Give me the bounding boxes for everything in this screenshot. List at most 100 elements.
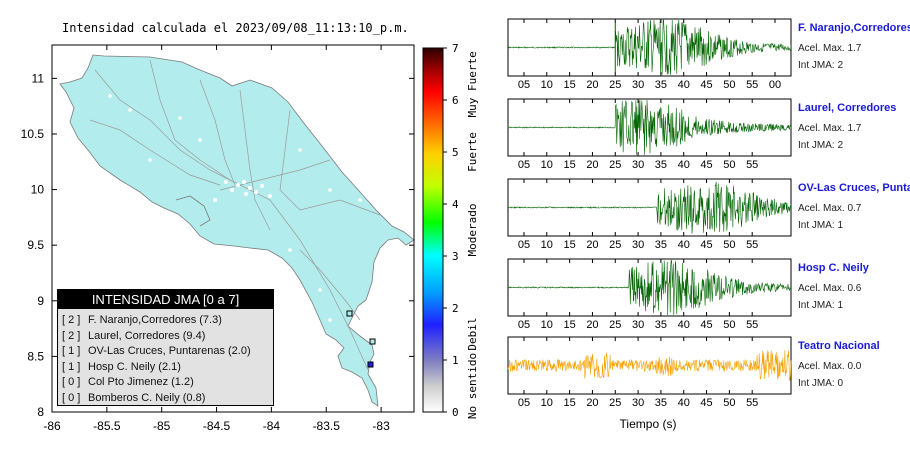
intensity-colorbar — [422, 47, 444, 413]
colorbar-tick-label: 5 — [452, 146, 459, 159]
station-max-acceleration: Acel. Max. 1.7 — [798, 123, 862, 134]
trace-x-tick-label: 25 — [609, 159, 621, 171]
colorbar-tick-label: 7 — [452, 42, 459, 55]
trace-x-tick-label: 15 — [563, 239, 575, 251]
station-name: Hosp C. Neily — [798, 262, 869, 274]
trace-x-tick-label: 50 — [723, 159, 735, 171]
trace-x-tick-label: 55 — [746, 397, 758, 409]
station-info: Hosp C. Neily Acel. Max. 0.6 Int JMA: 1 — [798, 262, 869, 311]
trace-x-tick-label: 55 — [746, 319, 758, 331]
legend-item-text: Bomberos C. Neily (0.8) — [88, 391, 206, 404]
station-info: F. Naranjo,Corredores Acel. Max. 1.7 Int J… — [798, 22, 910, 71]
colorbar-category-label: Moderado — [466, 204, 479, 257]
station-jma-intensity: Int JMA: 0 — [798, 378, 844, 389]
trace-x-tick-label: 20 — [586, 239, 598, 251]
trace-x-tick-label: 45 — [700, 79, 712, 91]
seismogram-trace — [507, 99, 792, 156]
legend-item-code: [ 2 ] — [62, 329, 81, 342]
colorbar-tick-label: 4 — [452, 198, 459, 211]
station-jma-intensity: Int JMA: 1 — [798, 300, 844, 311]
trace-x-tick-label: 05 — [518, 319, 530, 331]
trace-x-tick-label: 45 — [700, 397, 712, 409]
legend-item-text: Hosp C. Neily (2.1) — [88, 360, 181, 373]
legend-item: [ 0 ] Bomberos C. Neily (0.8) — [62, 391, 273, 407]
trace-x-tick-label: 25 — [609, 397, 621, 409]
seismogram-trace — [507, 181, 792, 234]
legend-item: [ 2 ] F. Naranjo,Corredores (7.3) — [62, 313, 273, 329]
trace-x-tick-label: 05 — [518, 159, 530, 171]
trace-x-tick-label: 15 — [563, 79, 575, 91]
trace-x-tick-label: 05 — [518, 79, 530, 91]
colorbar-labels: No sentido Debil Moderado Fuerte Muy Fuerte — [466, 51, 479, 419]
seismogram-trace — [508, 19, 792, 76]
town-markers — [108, 94, 362, 322]
colorbar-category-label: Debil — [466, 317, 479, 350]
map-x-tick-label: -84 — [263, 419, 281, 433]
colorbar-tick-label: 1 — [452, 354, 459, 367]
legend-item-code: [ 2 ] — [62, 314, 81, 326]
map-x-tick-label: -85.5 — [93, 419, 121, 433]
station-max-acceleration: Acel. Max. 1.7 — [798, 43, 862, 54]
trace-x-tick-label: 25 — [609, 319, 621, 331]
trace-x-tick-label: 55 — [746, 239, 758, 251]
trace-x-tick-label: 55 — [746, 79, 758, 91]
trace-x-tick-label: 35 — [655, 397, 667, 409]
legend-item-code: [ 1 ] — [62, 345, 81, 357]
map-x-tick-label: -83 — [372, 419, 390, 433]
seismogram-trace — [507, 350, 792, 382]
map-y-tick-label: 9 — [37, 294, 44, 308]
trace-x-tick-label: 50 — [723, 397, 735, 409]
legend-item-text: Laurel, Corredores (9.4) — [88, 329, 206, 342]
station-jma-intensity: Int JMA: 1 — [798, 220, 844, 231]
trace-x-tick-label: 50 — [723, 239, 735, 251]
trace-x-tick-label: 10 — [541, 159, 553, 171]
colorbar-tick-label: 2 — [452, 302, 459, 315]
legend-item: [ 2 ] Laurel, Corredores (9.4) — [62, 329, 273, 345]
map-y-tick-label: 10 — [31, 183, 45, 197]
legend-item: [ 0 ] Col Pto Jimenez (1.2) — [62, 375, 273, 391]
map-y-axis: 11 10.5 10 9.5 9 8.5 8 — [21, 71, 414, 419]
trace-x-tick-label: 00 — [769, 79, 781, 91]
trace-x-tick-label: 35 — [655, 239, 667, 251]
seismogram-panel: 05 10 15 20 25 30 35 40 45 50 55 — [507, 178, 792, 251]
trace-x-tick-label: 25 — [609, 239, 621, 251]
trace-x-tick-label: 20 — [586, 397, 598, 409]
trace-x-tick-label: 35 — [655, 319, 667, 331]
map-y-tick-label: 8.5 — [27, 349, 44, 363]
colorbar-tick-label: 0 — [452, 406, 459, 419]
station-info: OV-Las Cruces, Puntar Acel. Max. 0.7 Int J… — [798, 182, 910, 231]
trace-x-tick-label: 05 — [518, 239, 530, 251]
trace-x-tick-label: 35 — [655, 159, 667, 171]
legend-title: INTENSIDAD JMA [0 a 7] — [58, 290, 273, 309]
legend-item: [ 1 ] Hosp C. Neily (2.1) — [62, 360, 273, 376]
station-info: Laurel, Corredores Acel. Max. 1.7 Int JMA:… — [798, 102, 896, 151]
trace-x-tick-label: 30 — [632, 397, 644, 409]
trace-x-tick-label: 15 — [563, 319, 575, 331]
trace-x-tick-label: 10 — [541, 79, 553, 91]
trace-x-tick-label: 30 — [632, 79, 644, 91]
map-x-tick-label: -86 — [43, 419, 61, 433]
station-jma-intensity: Int JMA: 2 — [798, 140, 844, 151]
colorbar-category-label: Fuerte — [466, 132, 479, 172]
trace-x-tick-label: 35 — [655, 79, 667, 91]
station-name: Teatro Nacional — [798, 340, 880, 352]
trace-x-tick-label: 45 — [700, 239, 712, 251]
trace-x-tick-label: 50 — [723, 319, 735, 331]
trace-x-tick-label: 10 — [541, 239, 553, 251]
legend-item-code: [ 0 ] — [62, 391, 81, 404]
seismogram-trace — [507, 259, 792, 316]
station-max-acceleration: Acel. Max. 0.0 — [798, 361, 862, 372]
map-title: Intensidad calculada el 2023/09/08_11:13… — [62, 21, 409, 35]
map-y-tick-label: 9.5 — [27, 238, 44, 252]
trace-x-tick-label: 30 — [632, 319, 644, 331]
trace-x-tick-label: 30 — [632, 239, 644, 251]
map-y-tick-label: 11 — [32, 71, 45, 85]
map-x-tick-label: -83.5 — [313, 419, 341, 433]
map-x-axis: -86 -85.5 -85 -84.5 -84 -83.5 -83 — [43, 45, 390, 433]
seismogram-panel: 05 10 15 20 25 30 35 40 45 50 55 — [507, 258, 792, 331]
station-name: OV-Las Cruces, Puntar — [798, 182, 910, 194]
map-y-tick-label: 10.5 — [21, 127, 45, 141]
traces-xlabel: Tiempo (s) — [620, 417, 677, 431]
map-frame — [51, 44, 415, 413]
